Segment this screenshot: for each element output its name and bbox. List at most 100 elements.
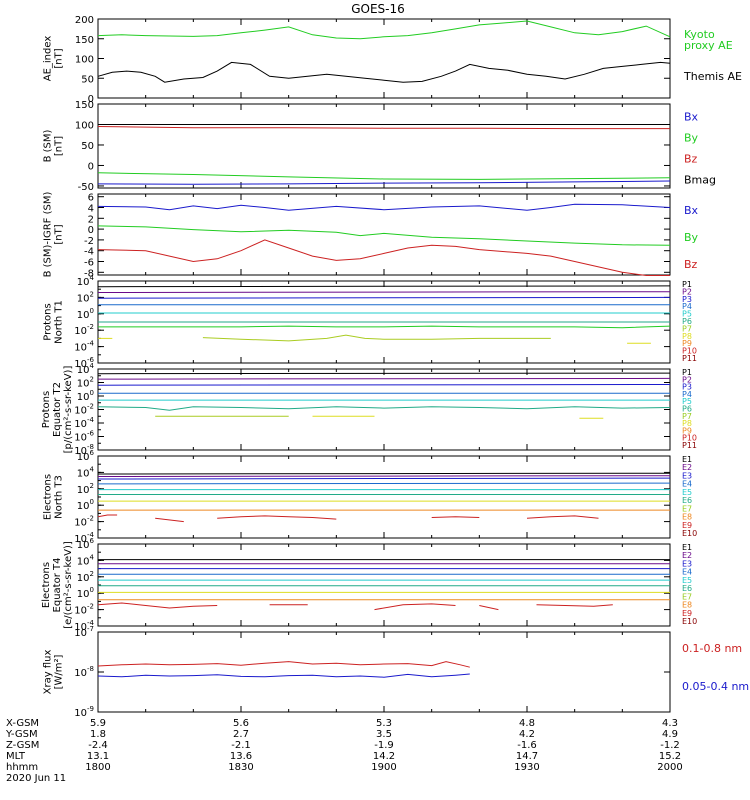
orbit-row-label: hhmm bbox=[6, 762, 38, 773]
y-tick-label: 102 bbox=[77, 376, 94, 390]
legend-p9: P9 bbox=[682, 339, 692, 348]
panel-bsm: -50 0 50 100 150 B (SM) [nT] Bx By Bz Bmag bbox=[43, 100, 717, 193]
orbit-cell: 4.9 bbox=[662, 729, 678, 740]
legend-p10: P10 bbox=[682, 347, 697, 356]
y-tick-label: 10-2 bbox=[74, 603, 94, 617]
y-axis-label: [nT] bbox=[54, 136, 65, 156]
series-e1 bbox=[97, 472, 671, 475]
legend-e1: E1 bbox=[682, 543, 692, 552]
series-e9b bbox=[155, 517, 184, 523]
legend-p2: P2 bbox=[682, 287, 692, 296]
series-p1 bbox=[97, 372, 671, 375]
orbit-cell: 1830 bbox=[228, 762, 253, 773]
series-e9 bbox=[97, 514, 118, 518]
y-tick-label: -2 bbox=[84, 236, 94, 247]
panel-protons_t1: 104 102 100 10-2 10-4 10-6 Protons North T1 P1P2… bbox=[43, 274, 698, 370]
legend-e2: E2 bbox=[682, 463, 692, 472]
y-tick-label: -8 bbox=[84, 268, 94, 279]
series-p1 bbox=[97, 285, 671, 288]
series-p2 bbox=[97, 377, 671, 380]
y-tick-label: 10-7 bbox=[74, 625, 94, 639]
y-tick-label: 10-8 bbox=[74, 665, 94, 679]
legend-kyoto: Kyoto bbox=[684, 28, 715, 41]
series-e9c bbox=[217, 515, 337, 520]
y-tick-label: 104 bbox=[77, 274, 95, 288]
orbit-cell: 4.3 bbox=[662, 718, 678, 729]
legend-e9: E9 bbox=[682, 609, 692, 618]
legend-p2: P2 bbox=[682, 375, 692, 384]
y-tick-label: 50 bbox=[81, 141, 94, 152]
panel-xray: 10-7 10-8 10-9 Xray flux [W/m²] 0.1-0.8 nm 0.0… bbox=[43, 625, 750, 719]
series-p8 bbox=[202, 334, 551, 342]
y-axis-label: B (SM) bbox=[43, 129, 54, 162]
series-bx bbox=[97, 180, 671, 185]
orbit-cell: 1800 bbox=[85, 762, 110, 773]
y-axis-label: Protons bbox=[41, 391, 52, 428]
legend-e10: E10 bbox=[682, 617, 697, 626]
series-e9e bbox=[536, 604, 613, 607]
series-p3 bbox=[97, 296, 671, 299]
legend-themis-ae: Themis AE bbox=[683, 70, 742, 83]
orbit-cell: -1.6 bbox=[517, 740, 537, 751]
y-axis-label: AE_index bbox=[43, 36, 54, 82]
y-tick-label: -50 bbox=[78, 182, 94, 193]
series-by bbox=[97, 225, 671, 246]
legend-p7: P7 bbox=[682, 412, 692, 421]
legend-proxy-ae: proxy AE bbox=[684, 39, 733, 52]
orbit-cell: 2.7 bbox=[233, 729, 249, 740]
y-axis-label: Equator T4 bbox=[52, 558, 63, 613]
legend-p3: P3 bbox=[682, 383, 692, 392]
legend-e7: E7 bbox=[682, 592, 692, 601]
legend-e2: E2 bbox=[682, 551, 692, 560]
panel-frame bbox=[97, 455, 671, 539]
y-tick-label: 100 bbox=[77, 586, 94, 600]
legend-p7: P7 bbox=[682, 324, 692, 333]
y-tick-label: 100 bbox=[75, 55, 94, 66]
y-tick-label: 10-6 bbox=[74, 356, 94, 370]
y-tick-label: 10-4 bbox=[74, 340, 94, 354]
legend-p11: P11 bbox=[682, 441, 697, 450]
plot-title: GOES-16 bbox=[351, 2, 405, 16]
panel-frame bbox=[97, 103, 671, 189]
panel-frame bbox=[97, 18, 671, 99]
legend-p1: P1 bbox=[682, 280, 692, 289]
orbit-cell: 4.8 bbox=[519, 718, 535, 729]
panel-frame bbox=[97, 631, 671, 713]
panel-electrons_t4: 106 104 102 100 10-2 10-4 Electrons Equator T4[… bbox=[41, 537, 697, 633]
y-tick-label: 104 bbox=[77, 362, 95, 376]
series-bz bbox=[97, 126, 670, 130]
orbit-cell: 5.3 bbox=[376, 718, 392, 729]
y-tick-label: 0 bbox=[88, 94, 94, 105]
legend-e7: E7 bbox=[682, 504, 692, 513]
series-e9e bbox=[526, 515, 599, 519]
y-axis-label: Equator T2 bbox=[52, 382, 63, 437]
panel-frame bbox=[97, 193, 671, 276]
series-kyoto-proxy-ae bbox=[97, 20, 671, 40]
series-e9d bbox=[479, 605, 499, 611]
legend-e5: E5 bbox=[682, 576, 692, 585]
y-axis-label: [nT] bbox=[54, 224, 65, 244]
y-axis-label: [p/(cm²-s-sr-keV)] bbox=[63, 366, 74, 454]
y-tick-label: 100 bbox=[75, 120, 94, 131]
legend-p6: P6 bbox=[682, 317, 692, 326]
legend-bmag: Bmag bbox=[684, 174, 716, 187]
legend-bz: Bz bbox=[684, 258, 698, 271]
legend-bz: Bz bbox=[684, 153, 698, 166]
y-tick-label: 10-6 bbox=[74, 430, 94, 444]
orbit-cell: 5.9 bbox=[90, 718, 106, 729]
legend-p5: P5 bbox=[682, 397, 692, 406]
y-tick-label: 10-4 bbox=[74, 619, 94, 633]
series-p6 bbox=[97, 406, 671, 411]
orbit-cell: -2.4 bbox=[88, 740, 108, 751]
y-tick-label: 150 bbox=[75, 100, 94, 111]
y-tick-label: 0 bbox=[88, 225, 94, 236]
orbit-cell: 1930 bbox=[514, 762, 539, 773]
legend-by: By bbox=[684, 231, 699, 244]
y-axis-label: Xray flux bbox=[43, 650, 54, 695]
legend-e8: E8 bbox=[682, 513, 692, 522]
